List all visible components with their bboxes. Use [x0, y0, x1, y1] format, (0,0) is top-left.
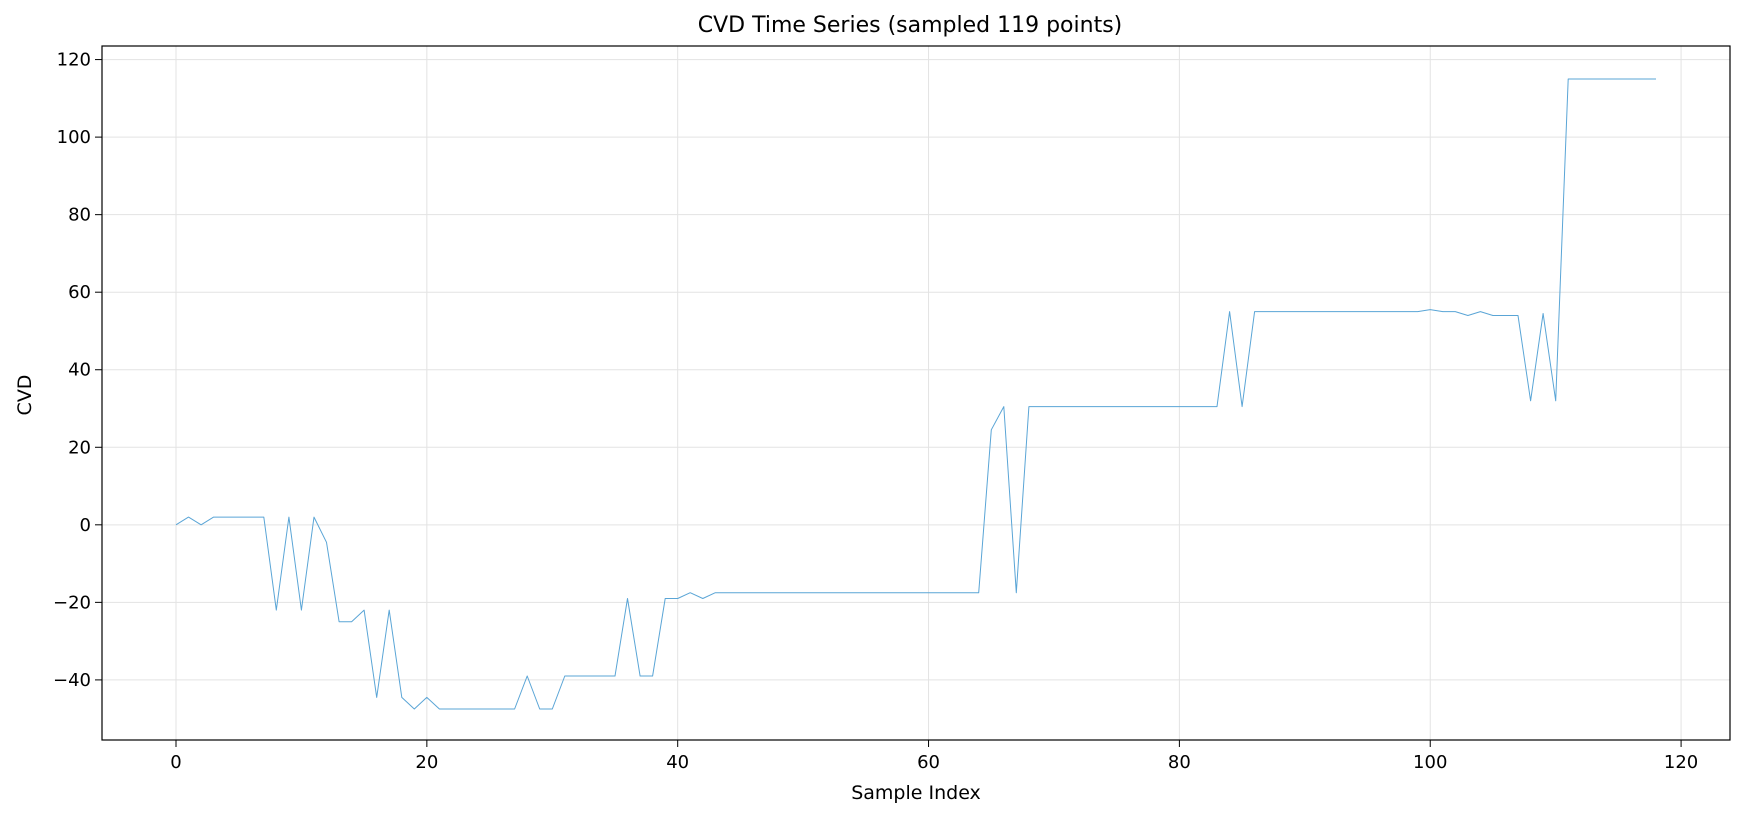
x-tick-label: 20 [415, 752, 438, 773]
x-tick-label: 120 [1664, 752, 1698, 773]
y-tick-label: 0 [80, 515, 91, 536]
y-tick-label: 100 [57, 127, 91, 148]
y-tick-label: 120 [57, 50, 91, 71]
chart-title: CVD Time Series (sampled 119 points) [698, 13, 1123, 38]
y-tick-label: 80 [68, 205, 91, 226]
grid [102, 46, 1730, 740]
y-tick-label: 20 [68, 437, 91, 458]
y-axis-label: CVD [14, 375, 36, 416]
y-axis-ticks: −40 −20 0 20 40 60 80 100 120 [53, 50, 102, 691]
y-tick-label: −40 [53, 670, 91, 691]
y-tick-label: 40 [68, 360, 91, 381]
x-tick-label: 100 [1413, 752, 1447, 773]
plot-frame [101, 45, 1731, 741]
x-axis-label: Sample Index [851, 782, 981, 804]
y-tick-label: −20 [53, 592, 91, 613]
x-tick-label: 80 [1168, 752, 1191, 773]
x-tick-label: 60 [917, 752, 940, 773]
x-tick-label: 0 [170, 752, 181, 773]
series-line [175, 78, 1656, 710]
x-axis-ticks: 0 20 40 60 80 100 120 [170, 740, 1698, 773]
x-tick-label: 40 [666, 752, 689, 773]
y-tick-label: 60 [68, 282, 91, 303]
